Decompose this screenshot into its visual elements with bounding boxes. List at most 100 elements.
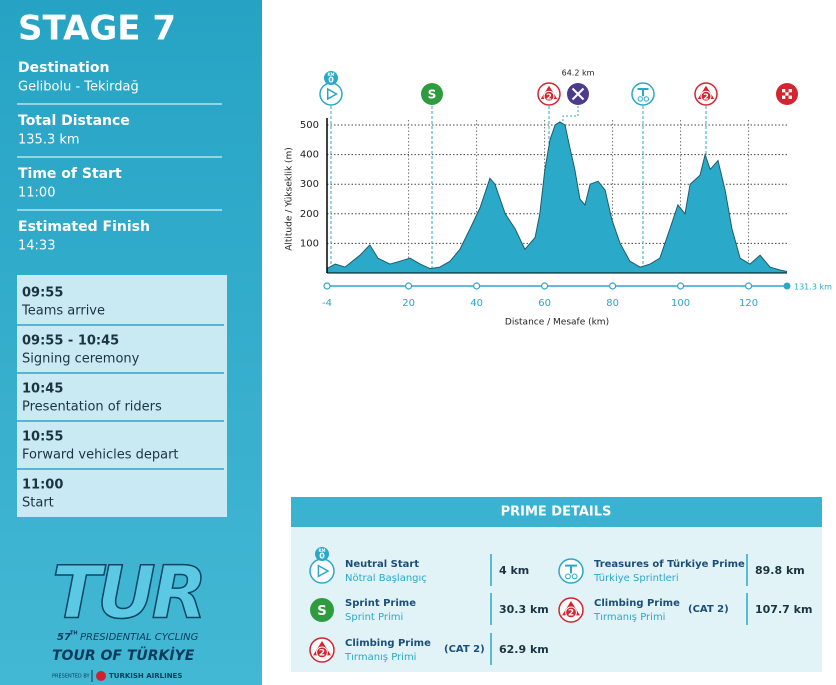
- logo-edition-suffix: TH: [70, 631, 78, 637]
- icon-label: 2: [319, 649, 325, 659]
- logo-presented: PRESENTED BY: [52, 674, 91, 680]
- fact-value: 135.3 km: [18, 133, 80, 148]
- x-axis-label: Distance / Mesafe (km): [505, 318, 609, 328]
- y-tick-label: 500: [300, 120, 319, 131]
- prime-name-tr: Tırmanış Primi: [593, 612, 665, 623]
- icon-label: S: [428, 88, 437, 102]
- y-tick-label: 300: [300, 179, 319, 190]
- prime-name-tr: Türkiye Sprintleri: [593, 573, 679, 584]
- icon-shape: [421, 83, 443, 105]
- x-tick-label: 60: [538, 298, 551, 309]
- icon-label: 2: [703, 91, 709, 101]
- x-tick-label: 40: [470, 298, 483, 309]
- icon-label: 2: [568, 609, 574, 619]
- stage-title: STAGE 7: [18, 9, 176, 49]
- fact-value: 11:00: [18, 186, 55, 201]
- prime-name-tr: Sprint Primi: [345, 612, 403, 623]
- prime-name: Treasures of Türkiye Prime: [594, 559, 745, 570]
- icon-shape: [326, 87, 339, 101]
- schedule-event: Forward vehicles depart: [22, 448, 179, 463]
- fact-label: Destination: [18, 60, 109, 76]
- y-tick-label: 200: [300, 209, 319, 220]
- prime-category: (CAT 2): [688, 604, 729, 615]
- x-tick-label: 100: [671, 298, 690, 309]
- fact-label: Total Distance: [18, 113, 130, 129]
- icon-shape: [785, 92, 789, 96]
- x-tick-label: 80: [606, 298, 619, 309]
- schedule-time: 11:00: [22, 478, 63, 493]
- schedule-event: Start: [22, 496, 54, 511]
- icon-food: [567, 83, 589, 105]
- icon-km: [319, 71, 343, 106]
- prime-distance: 4 km: [499, 564, 529, 577]
- area-fill: [327, 122, 787, 273]
- icon-label: 2: [546, 91, 552, 101]
- schedule-box: [17, 275, 227, 517]
- end-label: 131.3 km: [794, 283, 832, 292]
- icon-km: [309, 547, 335, 584]
- icon-shape: [543, 90, 555, 102]
- icon-shape: [565, 564, 577, 574]
- x-tick-label: 20: [402, 298, 415, 309]
- schedule-time: 10:45: [22, 382, 63, 397]
- icon-shape: [637, 96, 643, 102]
- prime-name-tr: Tırmanış Primi: [344, 652, 416, 663]
- schedule-time: 09:55 - 10:45: [22, 334, 119, 349]
- y-tick-label: 100: [300, 238, 319, 249]
- x-tick-label: -4: [322, 298, 332, 309]
- schedule-time: 10:55: [22, 430, 63, 445]
- icon-shape: [317, 564, 330, 578]
- icon-shape: [319, 82, 343, 106]
- icon-label: S: [317, 604, 327, 619]
- schedule-time: 09:55: [22, 286, 63, 301]
- prime-distance: 89.8 km: [755, 564, 805, 577]
- prime-category: (CAT 2): [444, 644, 485, 655]
- area-line: [326, 121, 788, 272]
- logo-sponsor: TURKISH AIRLINES: [109, 672, 182, 680]
- icon-shape: [788, 95, 792, 99]
- prime-distance: 107.7 km: [755, 603, 812, 616]
- prime-name: Climbing Prime: [594, 598, 680, 609]
- icon-shape: [565, 573, 571, 580]
- prime-distance: 30.3 km: [499, 603, 549, 616]
- icon-shape: [571, 87, 585, 101]
- x-tick: [540, 282, 549, 290]
- icon-treasure: [631, 82, 655, 106]
- icon-label: KM: [318, 548, 325, 553]
- x-tick: [323, 282, 331, 290]
- fact-value: Gelibolu - Tekirdağ: [18, 80, 139, 95]
- icon-shape: [788, 89, 792, 93]
- prime-name-tr: Nötral Başlangıç: [345, 573, 427, 584]
- icon-shape: [310, 598, 334, 622]
- icon-shape: [637, 88, 649, 97]
- airline-icon: [96, 671, 106, 681]
- fact-value: 14:33: [18, 239, 55, 254]
- icon-label: 0: [328, 76, 334, 85]
- icon-climb: [694, 82, 718, 106]
- fact-label: Estimated Finish: [18, 219, 150, 235]
- icon-shape: [324, 71, 338, 85]
- prime-name: Sprint Prime: [345, 598, 416, 609]
- x-tick-label: 120: [739, 298, 758, 309]
- icon-treasure: [558, 558, 584, 584]
- prime-distance: 62.9 km: [499, 643, 549, 656]
- end-dot: [783, 282, 791, 290]
- logo-edition: 57: [57, 632, 71, 643]
- icon-finish: [776, 83, 798, 105]
- icon-sprint: [421, 83, 443, 105]
- icon-sprint: [310, 598, 334, 622]
- x-tick: [744, 282, 753, 290]
- icon-shape: [782, 95, 786, 99]
- logo-line1: PRESIDENTIAL CYCLING: [80, 632, 199, 643]
- x-tick: [608, 282, 617, 290]
- icon-climb: [558, 597, 584, 623]
- schedule-event: Signing ceremony: [22, 352, 140, 367]
- x-tick: [472, 282, 481, 290]
- icon-shape: [571, 573, 578, 580]
- icon-shape: [315, 547, 329, 561]
- annotation: 64.2 km: [562, 69, 595, 78]
- schedule-event: Teams arrive: [21, 304, 105, 319]
- logo-line2: TOUR OF TÜRKİYE: [52, 646, 195, 664]
- x-tick: [676, 282, 685, 290]
